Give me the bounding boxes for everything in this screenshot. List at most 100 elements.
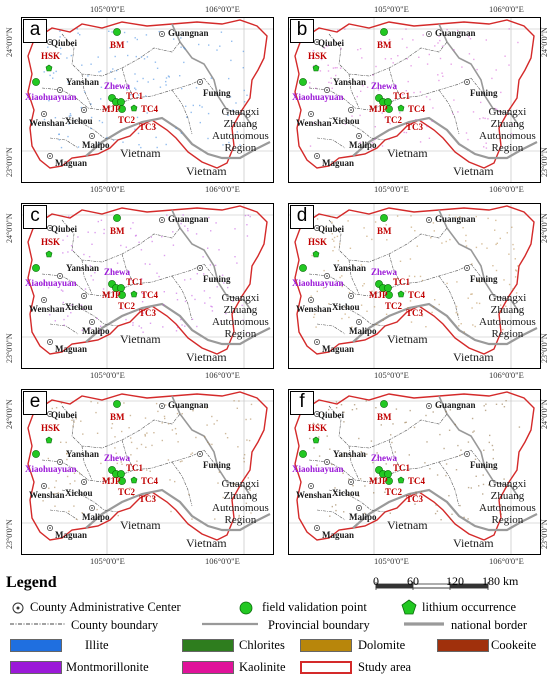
mineral-pixel — [65, 441, 67, 444]
label-tc2: TC2 — [118, 115, 136, 125]
mineral-pixel — [518, 426, 521, 428]
mineral-pixel — [143, 58, 146, 60]
mineral-pixel — [412, 39, 414, 41]
mineral-pixel — [339, 243, 341, 245]
label-xichou: Xichou — [65, 302, 93, 312]
mineral-pixel — [52, 72, 55, 74]
map-graphic — [22, 18, 273, 182]
mineral-pixel — [430, 237, 432, 239]
mineral-pixel — [111, 31, 113, 33]
mineral-pixel — [343, 452, 346, 454]
mineral-pixel — [71, 249, 73, 251]
mineral-pixel — [483, 405, 485, 407]
chlorites-swatch — [182, 639, 234, 652]
mineral-pixel — [504, 55, 506, 57]
label-vietnam-2: Vietnam — [453, 164, 494, 178]
mineral-pixel — [452, 112, 454, 115]
mineral-pixel — [330, 215, 333, 218]
mineral-pixel — [465, 132, 468, 134]
mineral-pixel — [136, 460, 138, 462]
mineral-pixel — [163, 415, 166, 418]
mineral-pixel — [208, 216, 210, 219]
mineral-pixel — [114, 78, 116, 80]
legend-dolomite: Dolomite — [358, 638, 406, 652]
mineral-pixel — [141, 278, 143, 280]
mineral-pixel — [465, 245, 468, 247]
mineral-pixel — [449, 238, 451, 241]
mineral-pixel — [62, 290, 64, 292]
mineral-pixel — [470, 293, 472, 295]
mineral-pixel — [90, 127, 92, 130]
mineral-pixel — [166, 214, 168, 216]
mineral-pixel — [204, 436, 206, 438]
mineral-pixel — [485, 403, 487, 405]
mineral-pixel — [492, 265, 494, 267]
mineral-pixel — [81, 512, 83, 514]
map-graphic — [22, 204, 273, 368]
mineral-pixel — [413, 91, 415, 94]
mineral-pixel — [320, 58, 323, 61]
mineral-pixel — [478, 302, 481, 305]
mineral-pixel — [453, 99, 455, 101]
mineral-pixel — [180, 132, 183, 134]
mineral-pixel — [67, 251, 69, 253]
mineral-pixel — [63, 324, 65, 326]
mineral-pixel — [397, 55, 399, 57]
mineral-pixel — [405, 28, 407, 30]
mineral-pixel — [429, 468, 431, 470]
label-vietnam-2: Vietnam — [186, 164, 227, 178]
mineral-pixel — [389, 512, 391, 514]
mineral-pixel — [130, 454, 132, 456]
mineral-pixel — [54, 320, 56, 322]
mineral-pixel — [399, 112, 401, 114]
label-tc1: TC1 — [126, 91, 144, 101]
mineral-pixel — [243, 89, 245, 92]
label-yanshan: Yanshan — [333, 449, 367, 459]
field-point-xiaohuayuan — [32, 450, 40, 458]
mineral-pixel — [192, 104, 194, 107]
mineral-pixel — [155, 136, 157, 139]
mineral-pixel — [180, 37, 182, 39]
study-area-outline — [27, 391, 268, 541]
mineral-pixel — [500, 91, 502, 94]
mineral-pixel — [344, 123, 347, 125]
mineral-pixel — [182, 214, 184, 216]
mineral-pixel — [362, 285, 364, 287]
label-guangxi-region: Guangxi Zhuang Autonomous Region — [212, 106, 269, 154]
mineral-pixel — [491, 468, 493, 470]
mineral-pixel — [318, 122, 320, 124]
mineral-pixel — [335, 407, 338, 409]
mineral-pixel — [436, 510, 439, 512]
mineral-pixel — [188, 493, 190, 496]
mineral-pixel — [407, 80, 409, 83]
mineral-pixel — [396, 215, 399, 217]
study-area-swatch — [300, 661, 352, 674]
label-tc3: TC3 — [139, 494, 157, 504]
mineral-pixel — [381, 112, 383, 114]
study-area-outline — [27, 19, 268, 169]
mineral-pixel — [448, 495, 450, 497]
mineral-pixel — [333, 236, 336, 239]
mineral-pixel — [49, 314, 51, 316]
mineral-pixel — [140, 327, 143, 329]
mineral-pixel — [183, 61, 185, 64]
label-bm: BM — [377, 226, 392, 236]
mineral-pixel — [152, 497, 154, 499]
mineral-pixel — [472, 431, 474, 433]
mineral-pixel — [137, 132, 140, 135]
label-qiubei: Qiubei — [51, 410, 78, 420]
label-autonomous: Autonomous — [212, 502, 269, 514]
mineral-pixel — [90, 116, 93, 119]
mineral-pixel — [195, 436, 197, 439]
label-malipo: Malipo — [82, 326, 110, 336]
mineral-pixel — [73, 421, 75, 423]
mineral-pixel — [363, 283, 365, 285]
mineral-pixel — [482, 117, 484, 119]
label-guangnan: Guangnan — [168, 400, 209, 410]
mineral-pixel — [510, 484, 512, 486]
mineral-pixel — [434, 512, 437, 515]
mineral-pixel — [238, 516, 240, 518]
mineral-pixel — [239, 144, 241, 146]
mineral-pixel — [235, 102, 237, 104]
mineral-pixel — [47, 457, 49, 460]
